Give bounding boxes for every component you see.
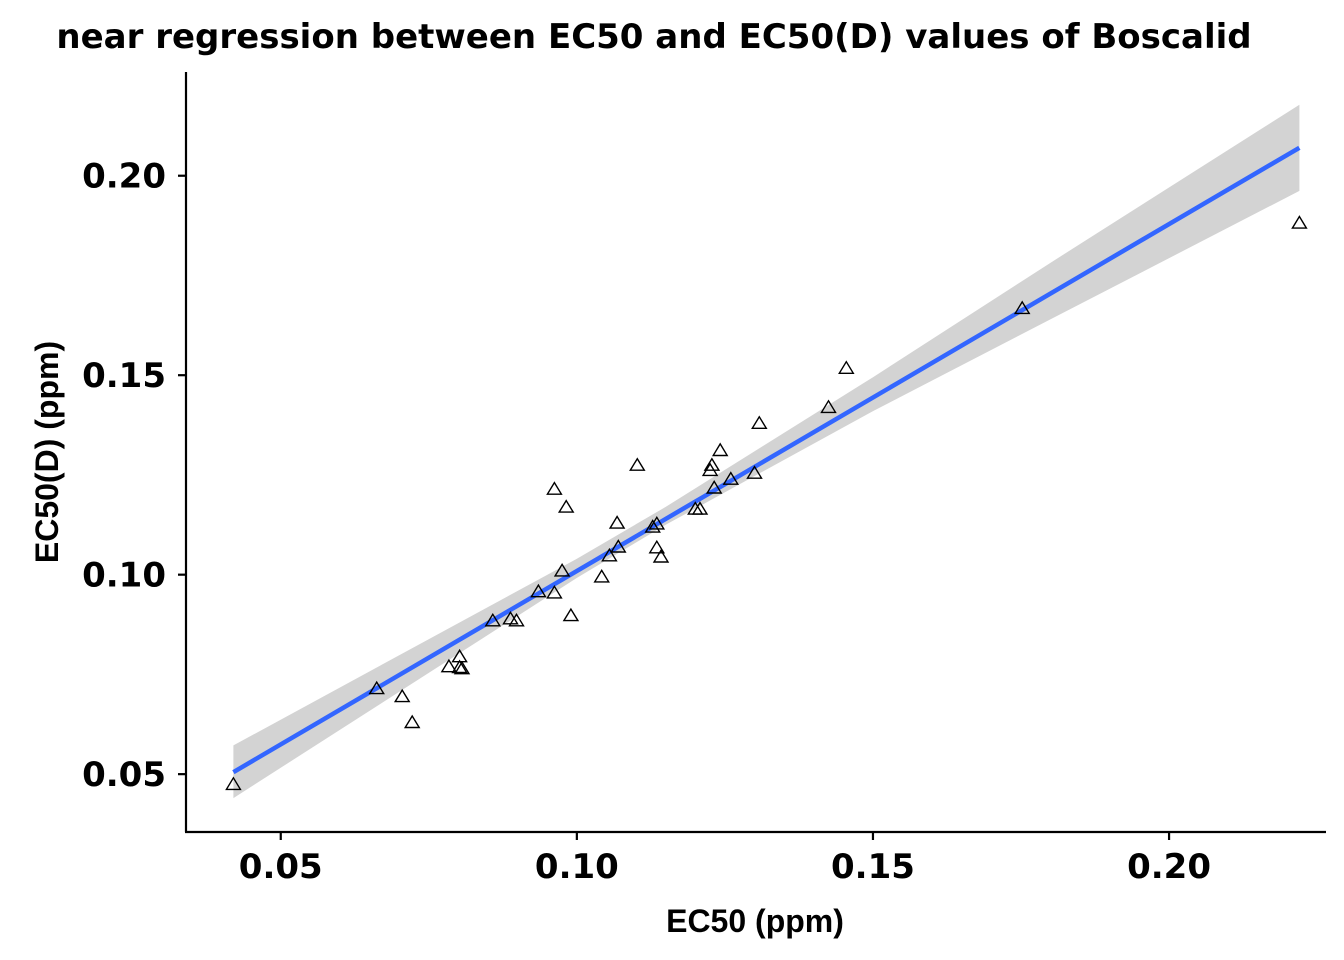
x-axis-title: EC50 (ppm) <box>666 903 844 939</box>
x-tick-label: 0.10 <box>535 847 619 887</box>
data-point <box>711 442 729 457</box>
data-point <box>1291 215 1308 229</box>
data-point <box>546 584 563 599</box>
data-point <box>403 714 421 729</box>
x-tick-label: 0.05 <box>239 847 323 887</box>
data-point <box>484 612 502 627</box>
data-point <box>601 547 618 562</box>
y-tick-label: 0.10 <box>82 556 166 596</box>
data-point <box>553 563 571 577</box>
data-point <box>1013 300 1031 315</box>
data-point <box>648 539 666 554</box>
x-tick-label: 0.20 <box>1127 847 1211 887</box>
data-point <box>644 519 661 533</box>
regression-line-layer <box>232 145 1301 775</box>
x-tick-label: 0.15 <box>831 847 915 887</box>
chart-title: near regression between EC50 and EC50(D)… <box>56 17 1251 57</box>
data-point <box>746 465 763 479</box>
data-point <box>546 481 563 495</box>
data-point <box>610 539 627 553</box>
data-point <box>629 457 646 471</box>
data-point <box>648 515 666 530</box>
data-point <box>838 360 855 374</box>
y-tick-label: 0.20 <box>82 157 166 197</box>
data-point <box>820 399 837 414</box>
data-point <box>530 583 547 598</box>
y-axis-title: EC50(D) (ppm) <box>29 341 65 563</box>
data-point <box>393 688 411 703</box>
data-point <box>562 607 580 622</box>
data-point <box>453 660 471 675</box>
data-point <box>557 499 575 513</box>
confidence-ribbon <box>233 104 1300 799</box>
regression-line <box>232 145 1301 775</box>
data-point <box>593 569 610 583</box>
y-tick-label: 0.05 <box>82 755 166 795</box>
confidence-ribbon-layer <box>233 104 1300 799</box>
data-point <box>440 658 458 673</box>
x-axis-ticks: 0.05 0.10 0.15 0.20 <box>239 832 1211 887</box>
data-point <box>722 471 740 485</box>
data-point <box>703 457 721 471</box>
y-tick-label: 0.15 <box>82 356 166 396</box>
y-axis-ticks: 0.05 0.10 0.15 0.20 <box>82 157 186 795</box>
data-point <box>691 501 709 515</box>
data-points-layer <box>225 215 1308 791</box>
data-point <box>705 480 723 494</box>
data-point <box>652 549 670 563</box>
data-point <box>451 659 468 674</box>
data-point <box>508 612 525 627</box>
data-point <box>225 776 242 791</box>
data-point <box>368 680 385 695</box>
data-point <box>751 415 768 429</box>
data-point <box>608 515 626 529</box>
